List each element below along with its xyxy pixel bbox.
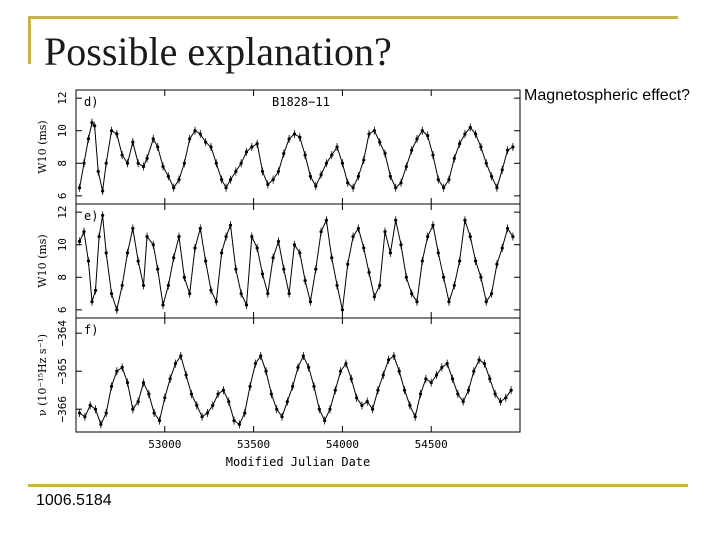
panel-label: e): [84, 209, 98, 223]
y-axis-label: W10 (ms): [36, 234, 49, 287]
y-tick-label: 12: [56, 92, 69, 105]
panel-frame-2: [75, 317, 521, 433]
title-accent-left-line: [28, 16, 31, 64]
side-note: Magnetospheric effect?: [524, 87, 691, 104]
y-tick-label: 10: [56, 238, 69, 251]
footer-accent-line: [28, 484, 688, 487]
y-tick-label: −365: [56, 358, 69, 385]
panel-frame-1: [75, 203, 521, 319]
y-tick-label: 6: [56, 307, 69, 314]
slide-title: Possible explanation?: [44, 29, 392, 74]
y-tick-label: −364: [56, 320, 69, 347]
reference-id: 1006.5184: [36, 492, 112, 509]
panel-annotation: B1828−11: [272, 95, 330, 109]
panel-label: d): [84, 95, 98, 109]
x-tick-label: 54000: [326, 438, 359, 451]
y-axis-label: ν (10⁻¹⁵Hz s⁻¹): [36, 334, 49, 416]
title-accent-top-line: [28, 16, 678, 19]
y-tick-label: −366: [56, 396, 69, 423]
y-tick-label: 10: [56, 124, 69, 137]
stacked-panel-chart: 6 8 10 12 W10 (ms) d) B1828−11 6 8 10 12 W10 (ms) e)…: [36, 89, 521, 469]
x-tick-label: 54500: [415, 438, 448, 451]
y-tick-label: 6: [56, 193, 69, 200]
y-tick-label: 8: [56, 160, 69, 167]
x-tick-label: 53500: [237, 438, 270, 451]
x-axis-label: Modified Julian Date: [226, 455, 371, 469]
y-tick-label: 8: [56, 274, 69, 281]
series-line: [79, 354, 512, 426]
panel-label: f): [84, 323, 98, 337]
timing-figure: 6 8 10 12 W10 (ms) d) B1828−11 6 8 10 12 W10 (ms) e)…: [28, 84, 534, 484]
x-tick-label: 53000: [148, 438, 181, 451]
series-line: [79, 215, 514, 312]
y-tick-label: 12: [56, 206, 69, 219]
y-axis-label: W10 (ms): [36, 120, 49, 173]
